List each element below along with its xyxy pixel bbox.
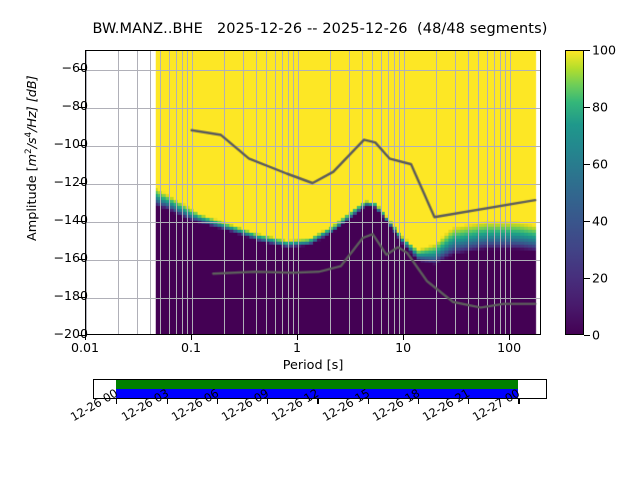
colorbar-tick-label: 0 xyxy=(592,327,601,343)
chart-title: BW.MANZ..BHE 2025-12-26 -- 2025-12-26 (4… xyxy=(92,21,548,37)
coverage-bar-psd xyxy=(115,380,518,389)
colorbar[interactable] xyxy=(565,50,584,335)
y-tick-mark xyxy=(79,69,85,71)
y-axis-label-exp1: 2 xyxy=(23,148,34,154)
timeline-tick-mark xyxy=(367,399,369,404)
colorbar-tick-mark xyxy=(584,278,590,280)
colorbar-tick-mark xyxy=(584,221,590,223)
y-tick-label: −100 xyxy=(53,136,88,151)
y-tick-mark xyxy=(79,335,85,337)
timeline-tick-mark xyxy=(518,399,520,404)
colorbar-tick-mark xyxy=(584,335,590,337)
timeline-tick-mark xyxy=(468,399,470,404)
colorbar-tick-label: 100 xyxy=(592,42,617,58)
timeline-tick-mark xyxy=(166,399,168,404)
ppsd-axes[interactable] xyxy=(85,50,541,335)
y-axis-label: Amplitude [m2/s4/Hz] [dB] xyxy=(24,38,40,278)
x-tick-label: 10 xyxy=(395,340,412,355)
colorbar-tick-label: 20 xyxy=(592,270,609,286)
colorbar-tick-mark xyxy=(584,164,590,166)
x-tick-mark xyxy=(297,335,299,340)
x-tick-mark xyxy=(191,335,193,340)
y-tick-label: −200 xyxy=(53,326,88,341)
y-axis-label-m: m xyxy=(25,153,41,167)
coverage-strip[interactable] xyxy=(93,379,547,399)
y-tick-label: −180 xyxy=(53,288,88,303)
x-tick-label: 0.1 xyxy=(180,340,202,355)
timeline-tick-mark xyxy=(317,399,319,404)
x-tick-label: 0.01 xyxy=(70,340,100,355)
y-tick-mark xyxy=(79,107,85,109)
timeline-tick-mark xyxy=(116,399,118,404)
y-tick-label: −160 xyxy=(53,250,88,265)
colorbar-tick-label: 60 xyxy=(592,156,609,172)
y-axis-label-mid: /s xyxy=(25,137,41,149)
x-tick-label: 100 xyxy=(497,340,522,355)
x-tick-mark xyxy=(403,335,405,340)
colorbar-tick-label: 80 xyxy=(592,99,609,115)
y-tick-label: −60 xyxy=(61,60,88,75)
timeline-tick-mark xyxy=(417,399,420,404)
timeline-tick-mark xyxy=(267,399,269,404)
y-tick-mark xyxy=(79,183,85,185)
colorbar-tick-mark xyxy=(584,50,590,52)
coverage-bar-data xyxy=(115,388,518,398)
x-tick-mark xyxy=(85,335,87,340)
y-tick-label: −120 xyxy=(53,174,88,189)
y-tick-mark xyxy=(79,145,85,147)
colorbar-tick-mark xyxy=(584,107,590,109)
x-tick-label: 1 xyxy=(292,340,302,355)
y-tick-mark xyxy=(79,259,85,261)
y-tick-mark xyxy=(79,221,85,223)
y-tick-label: −80 xyxy=(61,98,88,113)
ppsd-density-field xyxy=(86,51,540,334)
x-axis-label: Period [s] xyxy=(282,358,344,373)
y-axis-label-pre: Amplitude [ xyxy=(25,166,41,241)
y-tick-label: −140 xyxy=(53,212,88,227)
y-axis-label-exp2: 4 xyxy=(23,131,34,138)
timeline-tick-mark xyxy=(216,399,219,404)
x-tick-mark xyxy=(509,335,511,340)
y-axis-label-post: /Hz] [dB] xyxy=(25,75,41,132)
y-tick-mark xyxy=(79,297,85,299)
colorbar-tick-label: 40 xyxy=(592,213,609,229)
